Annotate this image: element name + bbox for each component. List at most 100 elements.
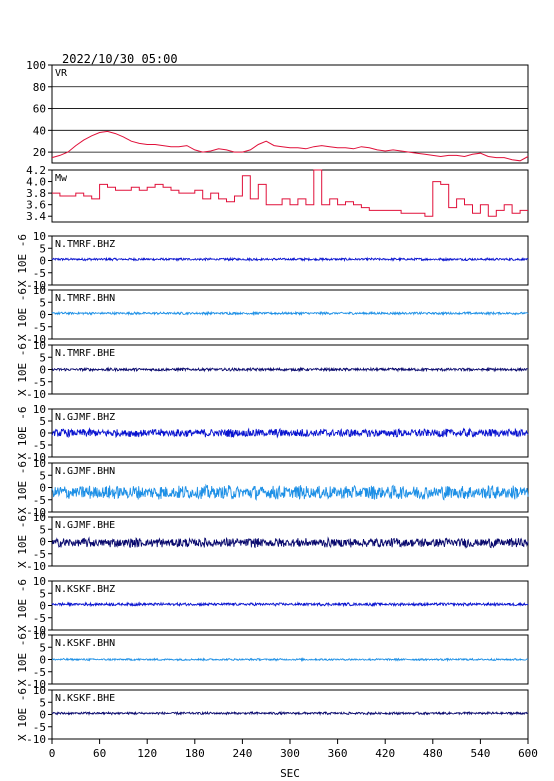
seismic-trace [52, 366, 529, 373]
y-tick-label: 3.4 [26, 210, 46, 223]
y-tick-label: 4.0 [26, 176, 46, 189]
y-tick-label: 40 [33, 124, 46, 137]
plot-frame [51, 289, 529, 340]
y-tick-label: 0 [39, 309, 46, 322]
y-tick-label: -10 [26, 624, 46, 637]
x-tick-label: 300 [280, 747, 300, 760]
x-tick-label: 180 [185, 747, 205, 760]
panel-mw: 3.43.63.84.04.2 Mw [26, 164, 529, 223]
y-tick-label: 5 [39, 587, 46, 600]
datetime-title: 2022/10/30 05:00 [62, 52, 178, 66]
x-tick-label: 0 [49, 747, 56, 760]
y-tick-label: 0 [39, 600, 46, 613]
y-tick-label: -5 [33, 494, 46, 507]
x-axis: 0 60 120 180 240 300 360 420 480 540 600 [49, 739, 538, 760]
y-tick-label: -10 [26, 333, 46, 346]
plot-frame [51, 462, 529, 513]
x-tick-label: 600 [518, 747, 538, 760]
y-tick-label: 5 [39, 641, 46, 654]
series-label: Mw [55, 173, 68, 184]
y-tick-label: 60 [33, 103, 46, 116]
y-tick-label: -5 [33, 376, 46, 389]
seismic-trace [51, 536, 529, 549]
y-tick-label: -10 [26, 678, 46, 691]
y-tick-label: 0 [39, 654, 46, 667]
x-axis-label: SEC [280, 767, 300, 780]
x-tick-label: 540 [470, 747, 490, 760]
y-unit-label: X 10E -6 [16, 579, 29, 632]
series-label: N.GJMF.BHN [55, 466, 115, 477]
y-tick-label: 80 [33, 81, 46, 94]
y-tick-label: -5 [33, 548, 46, 561]
y-tick-label: 5 [39, 296, 46, 309]
y-tick-label: -5 [33, 612, 46, 625]
series-label: N.TMRF.BHN [55, 293, 115, 304]
y-tick-label: 10 [33, 629, 46, 642]
y-tick-label: -10 [26, 279, 46, 292]
y-tick-label: -5 [33, 666, 46, 679]
series-label: N.GJMF.BHZ [55, 412, 115, 423]
seismic-trace [51, 427, 529, 439]
series-label: N.TMRF.BHE [55, 348, 115, 359]
y-tick-label: 10 [33, 457, 46, 470]
y-tick-label: 0 [39, 482, 46, 495]
x-tick-label: 60 [93, 747, 106, 760]
series-label: N.TMRF.BHZ [55, 239, 115, 250]
x-tick-label: 120 [137, 747, 157, 760]
series-label: N.KSKF.BHZ [55, 584, 115, 595]
y-unit-label: X 10E -6 [16, 407, 29, 460]
plot-frame [51, 169, 529, 223]
y-tick-label: -5 [33, 321, 46, 334]
plot-frame [51, 235, 529, 286]
y-unit-label: X 10E -6 [16, 633, 29, 686]
y-tick-label: 5 [39, 351, 46, 364]
seismic-trace [51, 601, 529, 608]
x-tick-label: 360 [328, 747, 348, 760]
y-tick-label: 0 [39, 536, 46, 549]
series-line [51, 130, 529, 162]
y-unit-label: X 10E -6 [16, 461, 29, 514]
seismic-trace [51, 310, 529, 317]
x-tick-label: 480 [423, 747, 443, 760]
y-tick-label: 5 [39, 242, 46, 255]
seismic-trace [51, 256, 529, 262]
series-label: N.KSKF.BHN [55, 638, 115, 649]
y-tick-label: 10 [33, 511, 46, 524]
y-unit-label: X 10E -6 [16, 343, 29, 396]
y-tick-label: 5 [39, 696, 46, 709]
y-tick-label: 0 [39, 709, 46, 722]
y-tick-label: 20 [33, 146, 46, 159]
y-tick-label: -5 [33, 267, 46, 280]
series-label: VR [55, 68, 68, 79]
series-line [52, 169, 528, 217]
y-tick-label: 0 [39, 255, 46, 268]
plot-frame [51, 64, 529, 164]
y-tick-label: -10 [26, 451, 46, 464]
y-tick-label: -10 [26, 388, 46, 401]
seismic-trace [51, 657, 529, 663]
y-unit-label: X 10E -6 [16, 288, 29, 341]
y-unit-label: X 10E -6 [16, 515, 29, 568]
y-tick-label: 5 [39, 523, 46, 536]
y-tick-label: 10 [33, 403, 46, 416]
y-tick-label: 10 [33, 339, 46, 352]
y-tick-label: -5 [33, 721, 46, 734]
y-tick-label: 0 [39, 364, 46, 377]
y-tick-label: 10 [33, 284, 46, 297]
y-tick-label: 10 [33, 230, 46, 243]
y-tick-label: -10 [26, 560, 46, 573]
y-tick-label: -10 [26, 506, 46, 519]
y-unit-label: X 10E -6 [16, 234, 29, 287]
series-label: N.KSKF.BHE [55, 693, 115, 704]
y-tick-label: 3.6 [26, 199, 46, 212]
y-tick-label: 5 [39, 415, 46, 428]
y-tick-label: 0 [39, 427, 46, 440]
